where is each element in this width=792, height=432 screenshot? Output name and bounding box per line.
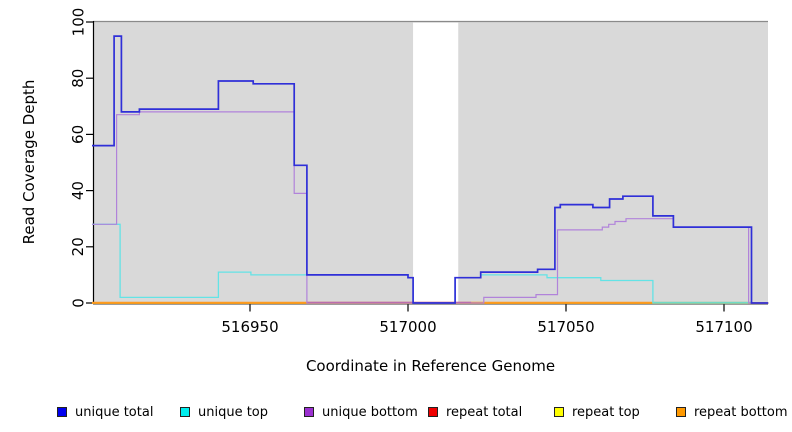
legend-label: repeat bottom xyxy=(694,404,788,420)
legend-item-repeat-top: repeat top xyxy=(554,402,640,422)
legend-item-unique-total: unique total xyxy=(57,402,153,422)
legend-item-repeat-total: repeat total xyxy=(428,402,522,422)
legend: unique total unique top unique bottom repea… xyxy=(0,402,792,424)
x-tick-label: 517000 xyxy=(379,318,436,336)
legend-item-unique-top: unique top xyxy=(180,402,268,422)
y-axis-title: Read Coverage Depth xyxy=(20,79,38,245)
series-unique-bottom xyxy=(92,111,769,304)
x-tick-label: 516950 xyxy=(221,318,278,336)
y-tick-label: 40 xyxy=(69,181,87,200)
x-tick-label: 517050 xyxy=(537,318,594,336)
repeat-total-swatch-icon xyxy=(428,407,438,417)
legend-label: unique total xyxy=(75,404,154,420)
legend-label: repeat total xyxy=(446,404,523,420)
repeat-bottom-swatch-icon xyxy=(676,407,686,417)
y-tick-label: 0 xyxy=(69,298,87,308)
coverage-gap-band xyxy=(413,22,459,304)
y-tick-label: 80 xyxy=(69,69,87,88)
series-unique-total xyxy=(92,35,769,304)
unique-top-swatch-icon xyxy=(180,407,190,417)
y-tick-label: 100 xyxy=(69,8,87,37)
legend-label: unique top xyxy=(198,404,269,420)
legend-label: unique bottom xyxy=(322,404,418,420)
x-axis-title: Coordinate in Reference Genome xyxy=(305,357,556,375)
y-tick-label: 20 xyxy=(69,237,87,256)
unique-bottom-swatch-icon xyxy=(304,407,314,417)
y-tick-label: 60 xyxy=(69,125,87,144)
legend-label: repeat top xyxy=(572,404,640,420)
repeat-top-swatch-icon xyxy=(554,407,564,417)
x-tick-label: 517100 xyxy=(695,318,752,336)
legend-item-repeat-bottom: repeat bottom xyxy=(676,402,788,422)
legend-item-unique-bottom: unique bottom xyxy=(304,402,418,422)
unique-total-swatch-icon xyxy=(57,407,67,417)
